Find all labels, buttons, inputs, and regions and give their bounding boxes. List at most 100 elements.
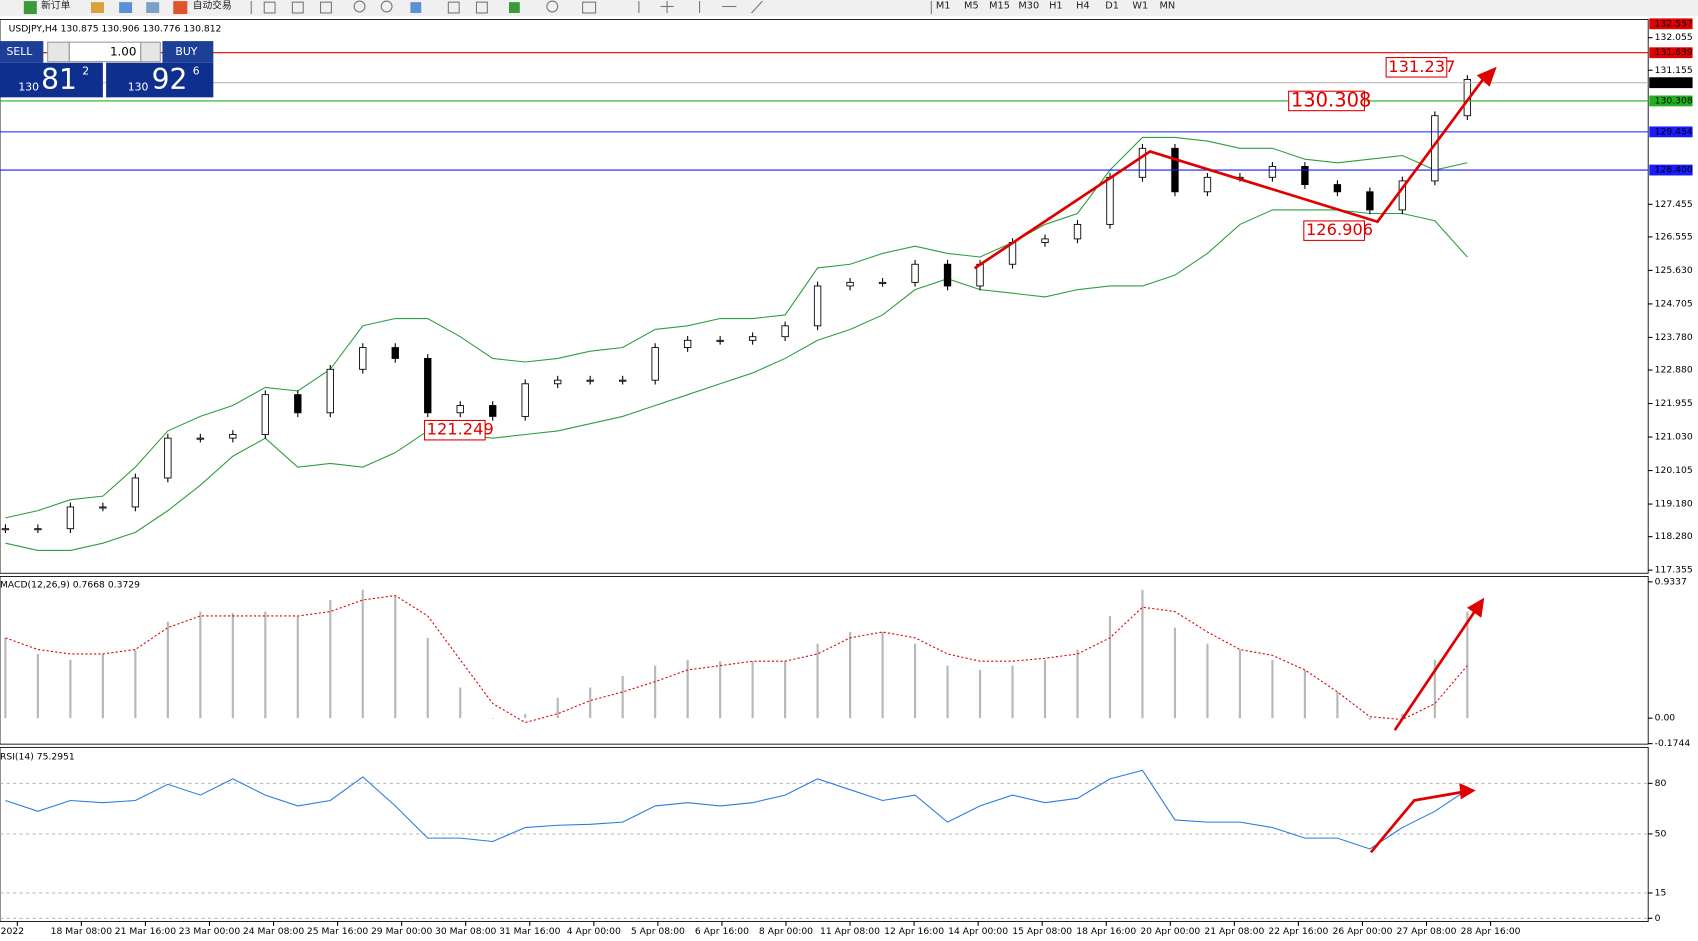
y-tick-label: 126.555 [1655, 231, 1693, 242]
timeframe-button[interactable]: M5 [964, 0, 979, 11]
y-tick-label: 119.180 [1655, 499, 1693, 510]
macd-bar [946, 665, 949, 719]
macd-bar [913, 643, 917, 719]
macd-bar [4, 637, 7, 719]
x-tick-label: 18 Apr 16:00 [1076, 926, 1136, 937]
sell-label[interactable]: SELL [6, 45, 32, 58]
candle [521, 383, 529, 417]
price-level-tag [1649, 126, 1693, 138]
x-tick-label: 12 Apr 16:00 [884, 926, 944, 937]
rsi-label: RSI(14) 75.2951 [0, 752, 75, 763]
y-tick-label: 0 [1655, 913, 1661, 924]
timeframe-button[interactable]: MN [1160, 0, 1176, 11]
zoom-in-icon[interactable] [353, 0, 366, 13]
price-panel [0, 19, 1649, 574]
bollinger-lower [5, 209, 1468, 551]
timeframe-button[interactable]: M1 [936, 0, 951, 11]
macd-bar [296, 615, 299, 719]
macd-bar [1271, 659, 1274, 719]
x-tick-label: 26 Apr 00:00 [1332, 926, 1392, 937]
x-tick-label: 28 Apr 16:00 [1461, 926, 1521, 937]
sell-button[interactable] [0, 41, 44, 63]
x-tick-label: 25 Mar 16:00 [307, 926, 369, 937]
template-icon[interactable] [582, 1, 597, 14]
timeframe-button[interactable]: H4 [1076, 0, 1090, 11]
tool-icon[interactable] [291, 1, 304, 14]
lot-up[interactable] [140, 41, 161, 63]
tool-icon[interactable] [319, 1, 332, 14]
macd-bar [426, 637, 429, 719]
toolbar-icon[interactable] [90, 2, 104, 13]
annotation-box [423, 419, 486, 441]
tool-icon[interactable] [410, 2, 422, 13]
candle [781, 325, 789, 338]
candle [66, 506, 75, 530]
auto-trading-button[interactable]: 自动交易 [193, 0, 232, 11]
y-tick-label: 127.455 [1655, 199, 1693, 210]
candle [1, 528, 10, 531]
timeframe-button[interactable]: M15 [989, 0, 1010, 11]
y-tick-label: 118.280 [1655, 531, 1693, 542]
timeframe-button[interactable]: D1 [1105, 0, 1119, 11]
macd-bar [621, 675, 624, 719]
macd-bar [394, 595, 397, 719]
indicator-icon[interactable] [508, 2, 520, 13]
candle [99, 506, 107, 509]
toolbar-icon[interactable] [119, 2, 133, 13]
tool-icon[interactable] [447, 1, 460, 14]
candle [1073, 223, 1082, 240]
new-order-icon[interactable] [23, 1, 37, 15]
price-level-label: 130.308 [1655, 95, 1693, 106]
macd-bar [1108, 615, 1112, 719]
macd-bar [1173, 627, 1177, 719]
rsi-panel [0, 746, 1649, 922]
candle [1301, 166, 1309, 185]
zoom-out-icon[interactable] [380, 0, 393, 13]
macd-bar [589, 687, 592, 719]
annotation-label: 131.237 [1388, 57, 1455, 76]
buy-label[interactable]: BUY [175, 45, 197, 58]
tool-icon[interactable] [263, 1, 276, 14]
macd-bar [1206, 643, 1209, 719]
candle [456, 405, 464, 414]
lot-down[interactable] [47, 41, 70, 63]
y-tick-label: 132.055 [1655, 32, 1693, 43]
y-tick-label: 131.155 [1655, 65, 1693, 76]
timeframe-button[interactable]: W1 [1132, 0, 1148, 11]
bid-box[interactable] [0, 62, 103, 98]
ask-box[interactable] [106, 62, 214, 98]
macd-bar [1336, 691, 1339, 719]
candle [326, 368, 334, 414]
candle [1398, 180, 1407, 211]
buy-button[interactable] [162, 41, 214, 63]
y-tick-label: 117.355 [1655, 565, 1693, 576]
drawn-arrows [973, 66, 1497, 854]
candle [911, 263, 919, 283]
annotation-box [1303, 220, 1366, 241]
timeframe-button[interactable]: H1 [1049, 0, 1063, 11]
trendline-tool[interactable] [751, 0, 763, 14]
tool-icon[interactable] [475, 1, 488, 14]
y-tick-label: 120.105 [1655, 465, 1693, 476]
new-order-button[interactable]: 新订单 [41, 0, 70, 11]
macd-bar [719, 661, 722, 719]
toolbar-icon[interactable] [146, 2, 160, 13]
price-level-tag [1649, 47, 1693, 59]
macd-panel [0, 576, 1649, 745]
macd-bar [1011, 665, 1014, 719]
timeframe-button[interactable]: M30 [1018, 0, 1039, 11]
period-icon[interactable] [546, 0, 559, 13]
candle [846, 281, 854, 287]
macd-bar [264, 611, 267, 719]
macd-bar [1401, 713, 1404, 719]
y-tick-label: 124.705 [1655, 298, 1693, 309]
y-tick-label: 80 [1655, 778, 1667, 789]
annotation-box [1385, 57, 1448, 78]
candle [586, 379, 594, 382]
macd-bar [36, 653, 39, 719]
auto-trading-icon[interactable] [173, 1, 188, 15]
candle [1106, 176, 1114, 225]
lot-value[interactable]: 1.00 [110, 44, 137, 58]
